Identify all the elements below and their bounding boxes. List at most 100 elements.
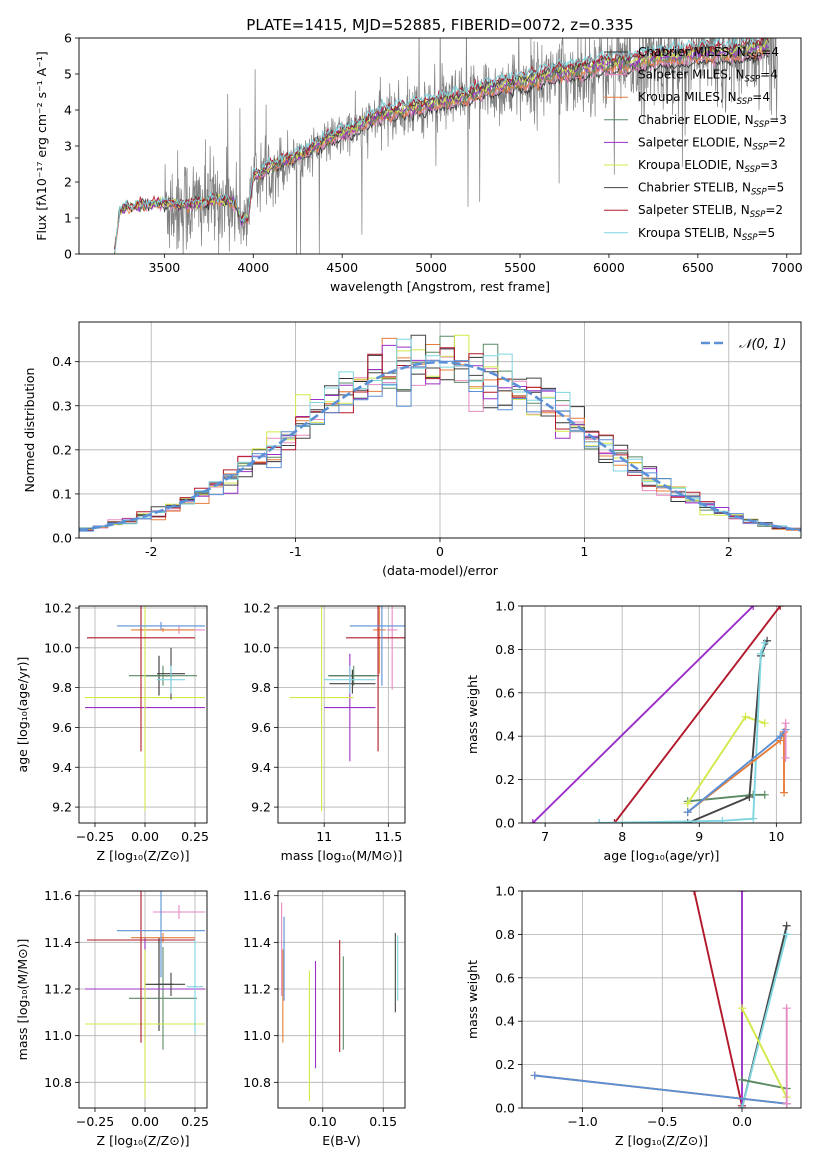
x-tick-label: 0.00 bbox=[131, 829, 159, 844]
x-tick-label: 11.5 bbox=[374, 829, 402, 844]
y-tick-label: 0.1 bbox=[52, 486, 72, 501]
y-tick-label: 1.0 bbox=[495, 599, 515, 614]
point-marker bbox=[756, 649, 765, 658]
point-marker bbox=[782, 1099, 791, 1108]
point-marker bbox=[776, 606, 785, 610]
x-tick-label: 7 bbox=[541, 829, 549, 844]
chart-title: PLATE=1415, MJD=52885, FIBERID=0072, z=0… bbox=[246, 16, 633, 34]
panel-age-vs-mass: 11 11.5 9.2 9.4 9.6 9.8 10.0 10.2 mass [log₁₀(M/… bbox=[243, 600, 406, 863]
y-tick-label: 11.4 bbox=[44, 935, 72, 950]
x-axis-label: age [log₁₀(age/yr)] bbox=[604, 848, 720, 863]
x-axis-label: Z [log₁₀(Z/Z⊙)] bbox=[615, 1133, 708, 1148]
y-tick-label: 0.4 bbox=[495, 729, 515, 744]
panel-residuals: -2 -1 0 1 2 0.0 0.1 0.2 0.3 0.4 (data-model)/error… bbox=[22, 321, 802, 578]
point-marker bbox=[738, 1104, 747, 1108]
axes-frame bbox=[277, 605, 406, 824]
point-marker bbox=[782, 930, 791, 939]
y-axis-label: Normed distribution bbox=[22, 368, 37, 493]
x-tick-label: −0.25 bbox=[76, 1114, 114, 1129]
x-tick-label: 4000 bbox=[237, 260, 269, 275]
y-tick-label: 10.2 bbox=[243, 600, 271, 615]
y-axis-label: mass [log₁₀(M/M⊙)] bbox=[15, 939, 30, 1061]
y-tick-label: 0 bbox=[64, 247, 72, 262]
point-marker bbox=[782, 1004, 791, 1013]
x-axis-label: mass [log₁₀(M/M⊙)] bbox=[281, 848, 403, 863]
plot-area bbox=[79, 322, 801, 538]
y-tick-label: 0.0 bbox=[495, 816, 515, 831]
y-tick-label: 0.8 bbox=[495, 642, 515, 657]
mass-weight-line bbox=[741, 934, 788, 1108]
point-marker bbox=[780, 788, 789, 797]
y-axis-label: mass weight bbox=[465, 960, 480, 1039]
axes-frame bbox=[521, 890, 802, 1109]
x-axis-label: Z [log₁₀(Z/Z⊙)] bbox=[97, 1133, 190, 1148]
x-tick-label: 4500 bbox=[326, 260, 358, 275]
x-tick-label: 5000 bbox=[415, 260, 447, 275]
x-tick-label: 5500 bbox=[504, 260, 536, 275]
legend-label: Kroupa STELIB, NSSP=5 bbox=[638, 226, 775, 243]
axes-frame bbox=[78, 37, 802, 255]
x-tick-label: -2 bbox=[145, 544, 157, 559]
panel-mass-weight-vs-age: 7 8 9 10 0.0 0.2 0.4 0.6 0.8 1.0 age [log₁₀(age/yr… bbox=[465, 599, 802, 863]
plot-area bbox=[522, 891, 801, 1108]
x-tick-label: 0.25 bbox=[181, 829, 209, 844]
point-marker bbox=[781, 753, 790, 762]
y-tick-label: 9.6 bbox=[251, 720, 271, 735]
y-tick-label: 1.0 bbox=[495, 884, 515, 899]
y-tick-label: 11.6 bbox=[44, 888, 72, 903]
point-marker bbox=[610, 819, 619, 823]
x-tick-label: -1 bbox=[289, 544, 301, 559]
x-tick-label: 3500 bbox=[148, 260, 180, 275]
y-tick-label: 2 bbox=[64, 175, 72, 190]
plot-area bbox=[114, 38, 779, 254]
point-marker bbox=[745, 792, 754, 801]
x-tick-label: 10 bbox=[768, 829, 784, 844]
legend-label: Kroupa MILES, NSSP=4 bbox=[638, 90, 770, 107]
mass-weight-line bbox=[534, 1074, 787, 1105]
panel-age-vs-Z: −0.25 0.00 0.25 9.2 9.4 9.6 9.8 10.0 10.2 Z [log₁… bbox=[15, 600, 209, 863]
y-tick-label: 9.6 bbox=[52, 720, 72, 735]
x-axis-label: Z [log₁₀(Z/Z⊙)] bbox=[97, 848, 190, 863]
point-marker bbox=[528, 819, 537, 823]
legend-label: Chabrier MILES, NSSP=4 bbox=[638, 45, 779, 62]
legend-label: Chabrier ELODIE, NSSP=3 bbox=[638, 113, 787, 130]
y-tick-label: 0.0 bbox=[52, 531, 72, 546]
point-marker bbox=[741, 712, 750, 721]
y-tick-label: 6 bbox=[64, 31, 72, 46]
y-tick-label: 0.6 bbox=[495, 970, 515, 985]
x-tick-label: 6500 bbox=[682, 260, 714, 275]
mass-weight-line bbox=[613, 606, 781, 823]
y-tick-label: 10.0 bbox=[243, 640, 271, 655]
y-tick-label: 9.2 bbox=[251, 800, 271, 815]
y-axis-label: age [log₁₀(age/yr)] bbox=[15, 657, 30, 773]
point-marker bbox=[749, 606, 758, 610]
x-tick-label: 6000 bbox=[593, 260, 625, 275]
panel-mass-vs-Z: −0.25 0.00 0.25 10.8 11.0 11.2 11.4 11.6 Z [log₁… bbox=[15, 888, 209, 1148]
model-spectrum-line bbox=[114, 50, 769, 248]
y-tick-label: 0.0 bbox=[495, 1101, 515, 1116]
mass-weight-line bbox=[741, 1078, 787, 1090]
x-tick-label: 0.25 bbox=[181, 1114, 209, 1129]
x-tick-label: 0.10 bbox=[309, 1114, 337, 1129]
x-tick-label: 0 bbox=[436, 544, 444, 559]
panel-mass-vs-EBV: 0.10 0.15 10.8 11.0 11.2 11.4 11.6 E(B-V) bbox=[243, 888, 406, 1148]
point-marker bbox=[738, 1004, 747, 1013]
x-axis-label: (data-model)/error bbox=[382, 563, 499, 578]
axes-frame bbox=[78, 605, 208, 824]
axes-frame bbox=[78, 321, 802, 539]
point-marker bbox=[690, 891, 699, 895]
y-tick-label: 1 bbox=[64, 211, 72, 226]
panel-spectrum: 3500 4000 4500 5000 5500 6000 6500 7000 0 1 2 3 4 5 6 w… bbox=[34, 16, 803, 294]
x-tick-label: 0.0 bbox=[732, 1114, 752, 1129]
point-marker bbox=[718, 816, 727, 823]
x-axis-label: wavelength [Angstrom, rest frame] bbox=[330, 279, 550, 294]
plot-area bbox=[522, 606, 801, 823]
point-marker bbox=[776, 732, 785, 741]
point-marker bbox=[530, 1071, 539, 1080]
y-tick-label: 0.8 bbox=[495, 927, 515, 942]
x-tick-label: 8 bbox=[618, 829, 626, 844]
x-tick-label: 7000 bbox=[771, 260, 803, 275]
point-marker bbox=[683, 799, 692, 808]
plot-area bbox=[79, 606, 207, 823]
plot-area bbox=[278, 891, 405, 1108]
